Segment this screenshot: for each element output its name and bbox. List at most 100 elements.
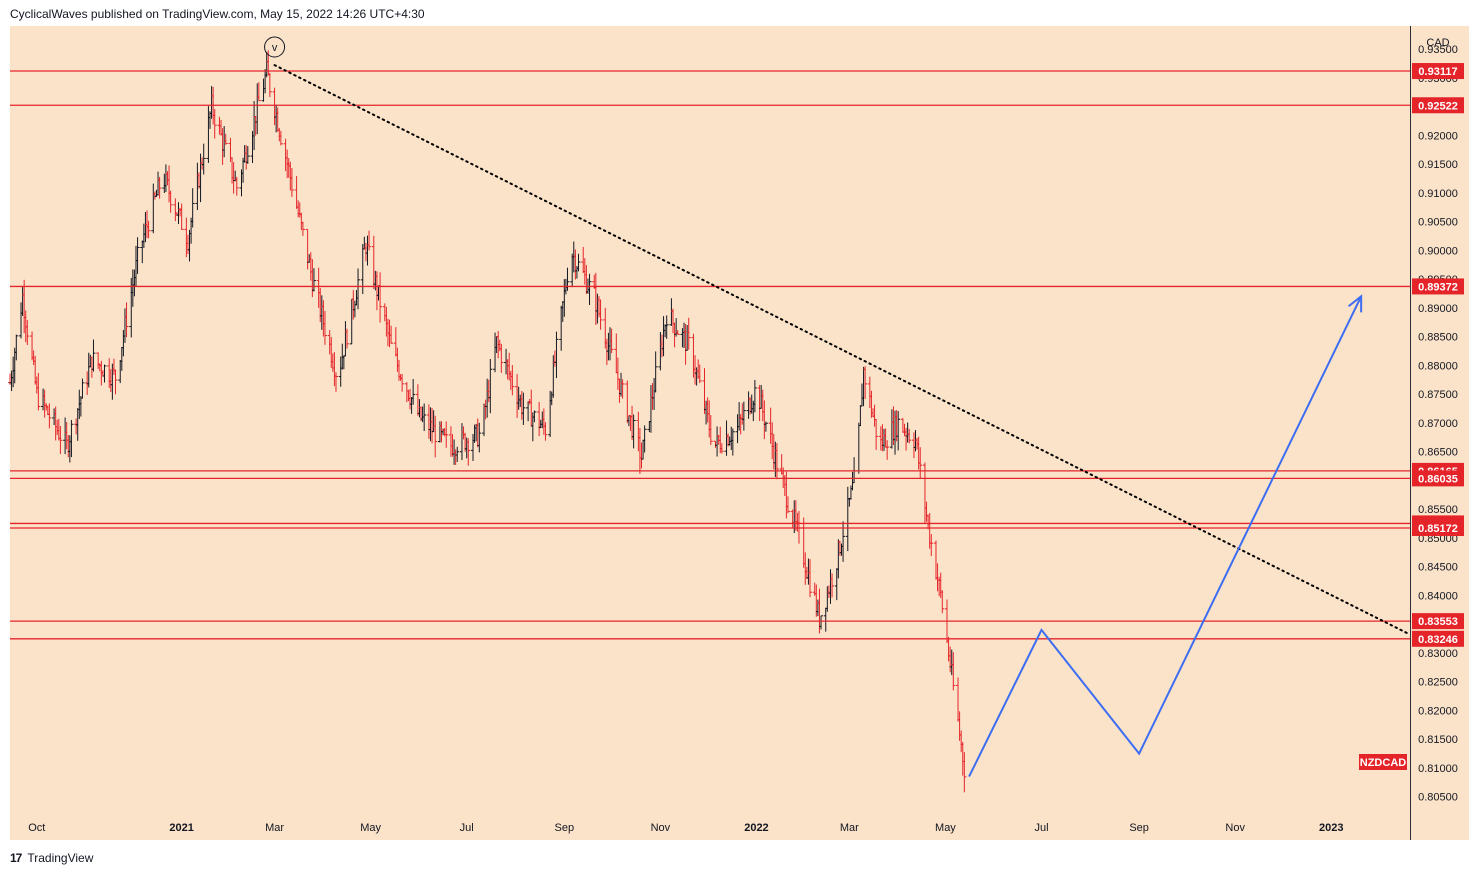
ohlc-bar [36, 372, 41, 411]
ohlc-bar [411, 379, 416, 405]
ohlc-bars [8, 50, 967, 793]
ohlc-bar [951, 652, 956, 691]
ohlc-bar [752, 379, 757, 413]
ohlc-bar [741, 401, 746, 431]
time-tick: Jul [460, 822, 474, 834]
price-tick: 0.82500 [1418, 677, 1458, 689]
ohlc-bar [598, 299, 603, 330]
publish-header: CyclicalWaves published on TradingView.c… [10, 7, 425, 21]
time-tick: Mar [265, 822, 284, 834]
ohlc-bar [730, 428, 735, 456]
ohlc-bar [333, 372, 338, 392]
ohlc-bar [157, 176, 162, 199]
ohlc-bar [135, 237, 140, 274]
price-scale[interactable] [1410, 26, 1469, 840]
ohlc-bar [532, 410, 537, 423]
ohlc-bar [774, 443, 779, 480]
ohlc-bar [856, 422, 861, 474]
price-tick-labels: 0.935000.930000.925000.920000.915000.910… [1418, 44, 1458, 804]
symbol-badge: NZDCAD [1359, 754, 1407, 770]
ohlc-bar [455, 446, 460, 462]
symbol-label: NZDCAD [1360, 757, 1406, 769]
ohlc-bar [151, 183, 156, 234]
ohlc-bar [863, 366, 868, 399]
ohlc-bar [91, 339, 96, 372]
ohlc-bar [146, 220, 151, 239]
ohlc-bar [830, 573, 835, 598]
price-tick: 0.89000 [1418, 303, 1458, 315]
time-tick: Jul [1034, 822, 1048, 834]
level-label: 0.85172 [1412, 520, 1464, 537]
ohlc-bar [675, 329, 680, 335]
ohlc-bar [124, 302, 129, 338]
ohlc-bar [631, 414, 636, 449]
ohlc-bar [190, 188, 195, 228]
ohlc-bar [785, 496, 790, 514]
time-tick: May [360, 822, 381, 834]
time-tick: 2023 [1319, 822, 1343, 834]
ohlc-bar [378, 272, 383, 323]
ohlc-bar [212, 109, 217, 139]
ohlc-bar [907, 428, 912, 444]
ohlc-bar [80, 378, 85, 399]
price-tick: 0.93500 [1418, 44, 1458, 56]
level-label: 0.83246 [1412, 630, 1464, 647]
ohlc-bar [962, 752, 967, 793]
ohlc-bar [422, 403, 427, 432]
ohlc-bar [256, 82, 261, 102]
ohlc-bar [819, 615, 824, 630]
ohlc-bar [58, 425, 63, 455]
time-tick: 2021 [169, 822, 193, 834]
ohlc-bar [697, 364, 702, 384]
ohlc-bar [719, 443, 724, 454]
ohlc-bar [113, 369, 118, 395]
tradingview-footer[interactable]: 17 TradingView [10, 851, 93, 865]
level-label: 0.93117 [1412, 63, 1464, 80]
ohlc-bar [69, 419, 74, 458]
ohlc-bar [477, 422, 482, 453]
ohlc-bar [433, 415, 438, 458]
ohlc-bar [664, 315, 669, 339]
price-tick: 0.81000 [1418, 763, 1458, 775]
time-tick: Oct [28, 822, 45, 834]
ohlc-bar [896, 411, 901, 451]
ohlc-bar [400, 373, 405, 392]
projection-arrowhead [1348, 294, 1363, 313]
level-value: 0.86035 [1418, 473, 1458, 485]
chart-plot-area[interactable] [10, 26, 1410, 814]
ohlc-bar [25, 320, 30, 345]
ohlc-bar [322, 311, 327, 345]
horizontal-levels [10, 70, 1410, 640]
ohlc-bar [940, 590, 945, 614]
ohlc-bar [444, 421, 449, 448]
currency-label: CAD [1426, 37, 1449, 49]
price-tick: 0.88000 [1418, 360, 1458, 372]
ohlc-bar [609, 328, 614, 354]
ohlc-bar [311, 268, 316, 292]
time-tick: 2022 [744, 822, 768, 834]
price-tick: 0.85500 [1418, 504, 1458, 516]
ohlc-bar [708, 415, 713, 446]
time-scale[interactable] [10, 814, 1410, 840]
ohlc-bar [488, 359, 493, 414]
projection-path [968, 295, 1363, 778]
ohlc-bar [499, 343, 504, 373]
level-value: 0.89372 [1418, 281, 1458, 293]
price-tick: 0.92000 [1418, 130, 1458, 142]
time-tick-labels: Oct 2021 Mar May Jul Sep Nov 2022 Mar May Jul Sep No… [28, 822, 1343, 834]
ohlc-bar [223, 133, 228, 145]
time-tick: Sep [555, 822, 575, 834]
ohlc-bar [845, 486, 850, 552]
ohlc-bar [521, 392, 526, 425]
ohlc-bar [201, 143, 206, 175]
ohlc-bar [47, 403, 52, 429]
wave-v-label: v [272, 42, 278, 54]
ohlc-bar [367, 230, 372, 251]
tradingview-logo-icon: 17 [10, 851, 22, 865]
ohlc-bar [620, 379, 625, 399]
ohlc-bar [808, 559, 812, 598]
ohlc-bar [554, 331, 559, 379]
level-label: 0.83553 [1412, 613, 1464, 630]
ohlc-bar [345, 328, 350, 349]
